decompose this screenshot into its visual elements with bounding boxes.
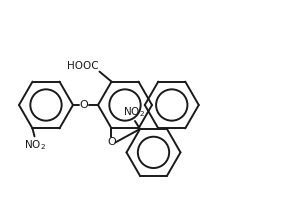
Text: O: O [80,100,88,110]
Text: O: O [107,137,116,147]
Text: HOOC: HOOC [67,61,98,71]
Text: NO$_2$: NO$_2$ [24,138,45,152]
Text: NO$_2$: NO$_2$ [123,105,145,119]
